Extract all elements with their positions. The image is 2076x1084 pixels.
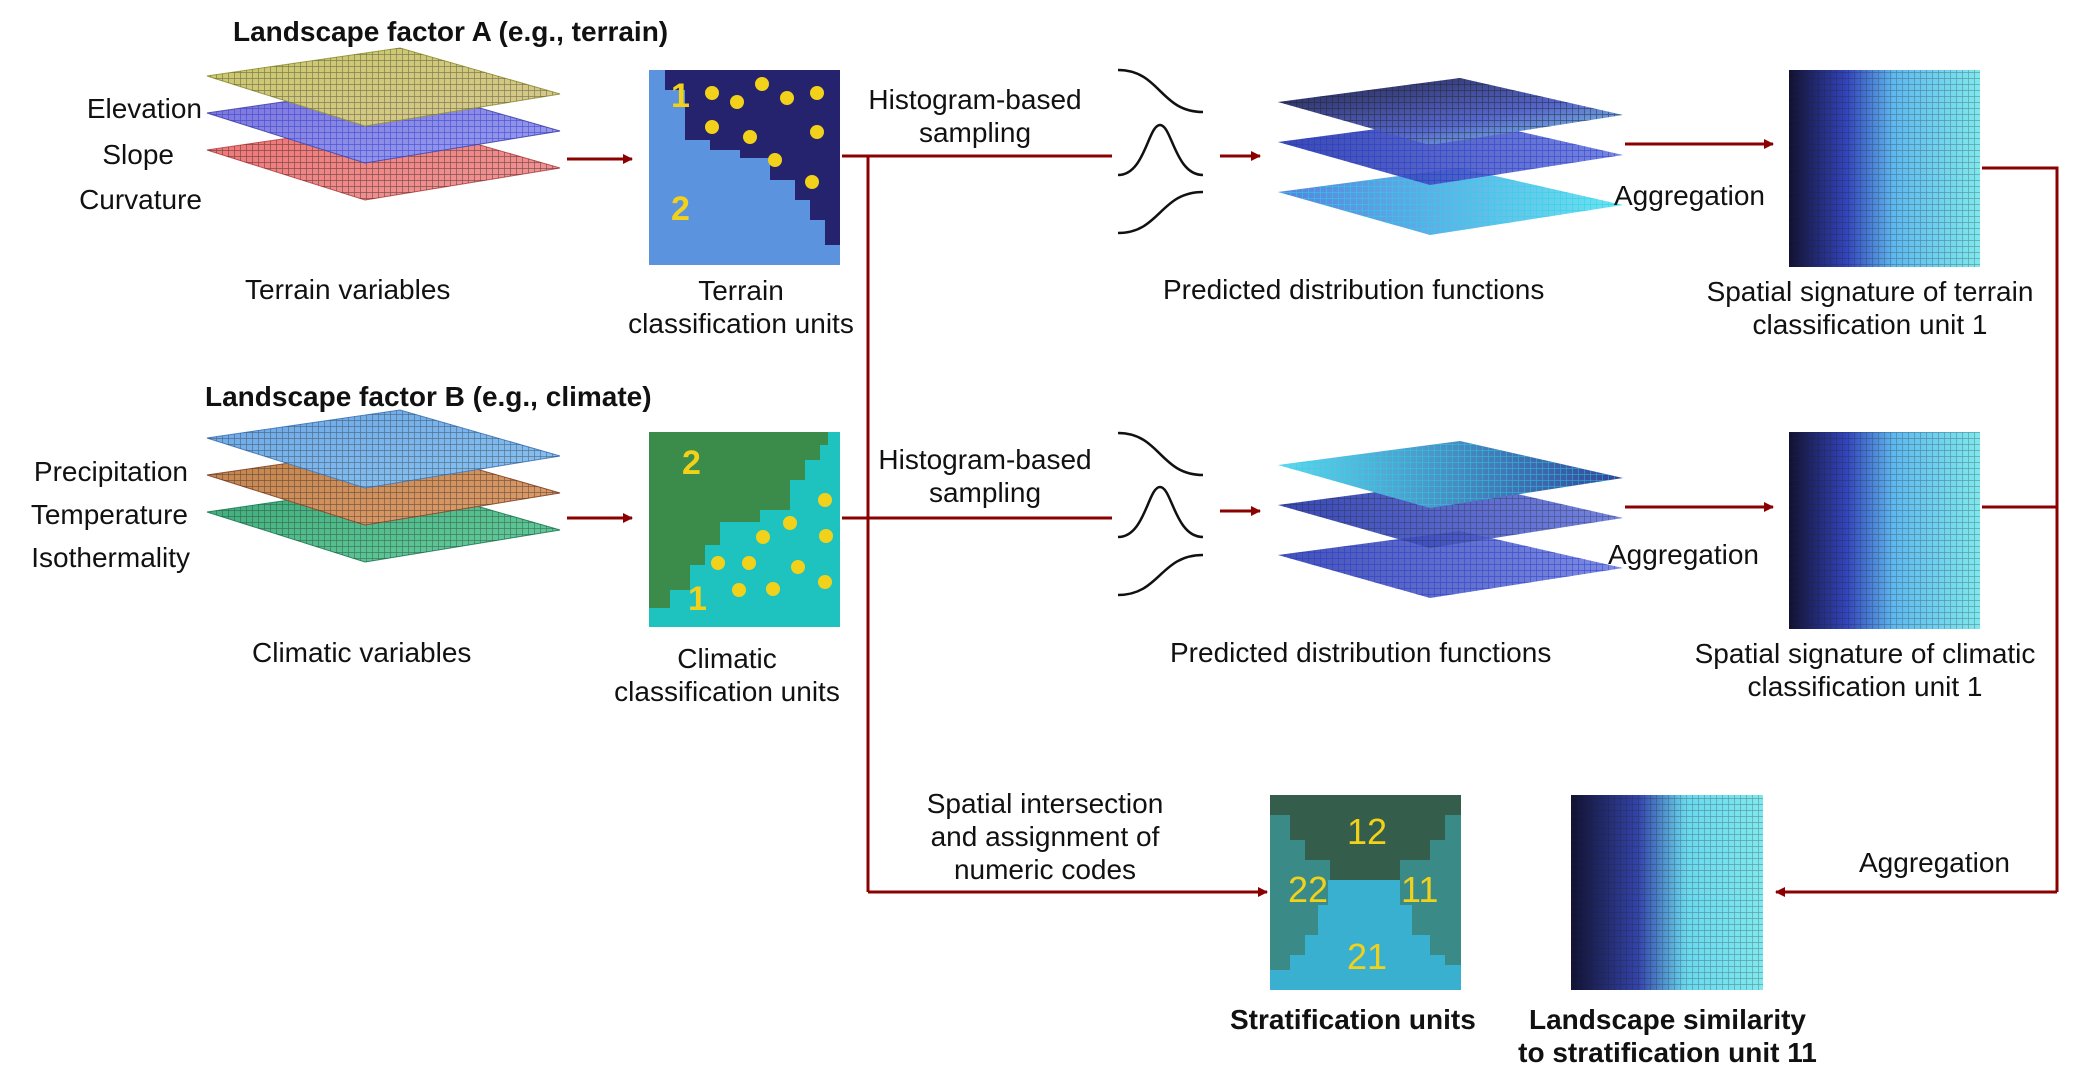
layer-label-curvature: Curvature — [79, 184, 202, 215]
terrain-variables-caption: Terrain variables — [245, 274, 451, 305]
layer-label-isothermality: Isothermality — [31, 542, 190, 573]
decreasing-curve-icon — [1117, 68, 1204, 114]
climatic-classification-map — [649, 432, 840, 627]
strat-code-21: 21 — [1347, 936, 1388, 977]
terrain-unit-2-label: 2 — [671, 190, 690, 228]
climatic-unit-1-label: 1 — [688, 580, 707, 618]
similarity-map — [1571, 795, 1763, 990]
terrain-units-caption: Terrain classification units — [628, 275, 854, 339]
layer-label-precipitation: Precipitation — [33, 456, 188, 487]
distributions-caption-a: Predicted distribution functions — [1163, 274, 1545, 305]
stratification-caption: Stratification units — [1230, 1004, 1476, 1035]
terrain-signature-map — [1789, 70, 1980, 267]
sampling-label-a: Histogram-based sampling — [868, 84, 1082, 148]
climatic-unit-2-label: 2 — [682, 444, 701, 482]
stratification-map — [1270, 795, 1461, 990]
terrain-signature-caption: Spatial signature of terrain classificat… — [1706, 276, 2034, 340]
terrain-unit-1-label: 1 — [671, 77, 690, 115]
bell-curve-icon — [1117, 485, 1204, 539]
predicted-distributions-a — [1278, 78, 1623, 235]
terrain-classification-map — [649, 70, 840, 265]
aggregation-label-similarity: Aggregation — [1859, 847, 2011, 878]
bell-curve-icon — [1117, 123, 1204, 177]
climatic-signature-map — [1789, 432, 1980, 629]
sampling-label-b: Histogram-based sampling — [878, 444, 1092, 508]
strat-code-12: 12 — [1347, 811, 1388, 852]
layer-label-temperature: Temperature — [30, 499, 188, 530]
line-signatures-merge — [1982, 166, 2059, 892]
increasing-curve-icon — [1117, 190, 1204, 235]
climatic-units-caption: Climatic classification units — [614, 643, 840, 707]
strat-code-11: 11 — [1401, 869, 1439, 910]
aggregation-label-a: Aggregation — [1614, 180, 1766, 211]
connectors — [567, 139, 2059, 897]
aggregation-label-b: Aggregation — [1608, 539, 1760, 570]
factor-b-heading: Landscape factor B (e.g., climate) — [205, 381, 652, 412]
distributions-caption-b: Predicted distribution functions — [1170, 637, 1552, 668]
decreasing-curve-icon — [1117, 431, 1204, 477]
similarity-caption: Landscape similarity to stratification u… — [1518, 1004, 1817, 1068]
distribution-curves-b — [1117, 431, 1204, 597]
predicted-distributions-b — [1278, 441, 1623, 598]
climate-layer-stack — [206, 409, 561, 563]
layer-label-elevation: Elevation — [86, 93, 202, 124]
terrain-layer-stack — [206, 47, 561, 201]
climatic-variables-caption: Climatic variables — [252, 637, 472, 668]
distribution-curves-a — [1117, 68, 1204, 235]
factor-a-heading: Landscape factor A (e.g., terrain) — [233, 16, 669, 47]
strat-code-22: 22 — [1288, 869, 1329, 910]
layer-label-slope: Slope — [102, 139, 174, 170]
intersection-label: Spatial intersection and assignment of n… — [926, 788, 1164, 885]
climatic-signature-caption: Spatial signature of climatic classifica… — [1694, 638, 2036, 702]
increasing-curve-icon — [1117, 553, 1204, 597]
